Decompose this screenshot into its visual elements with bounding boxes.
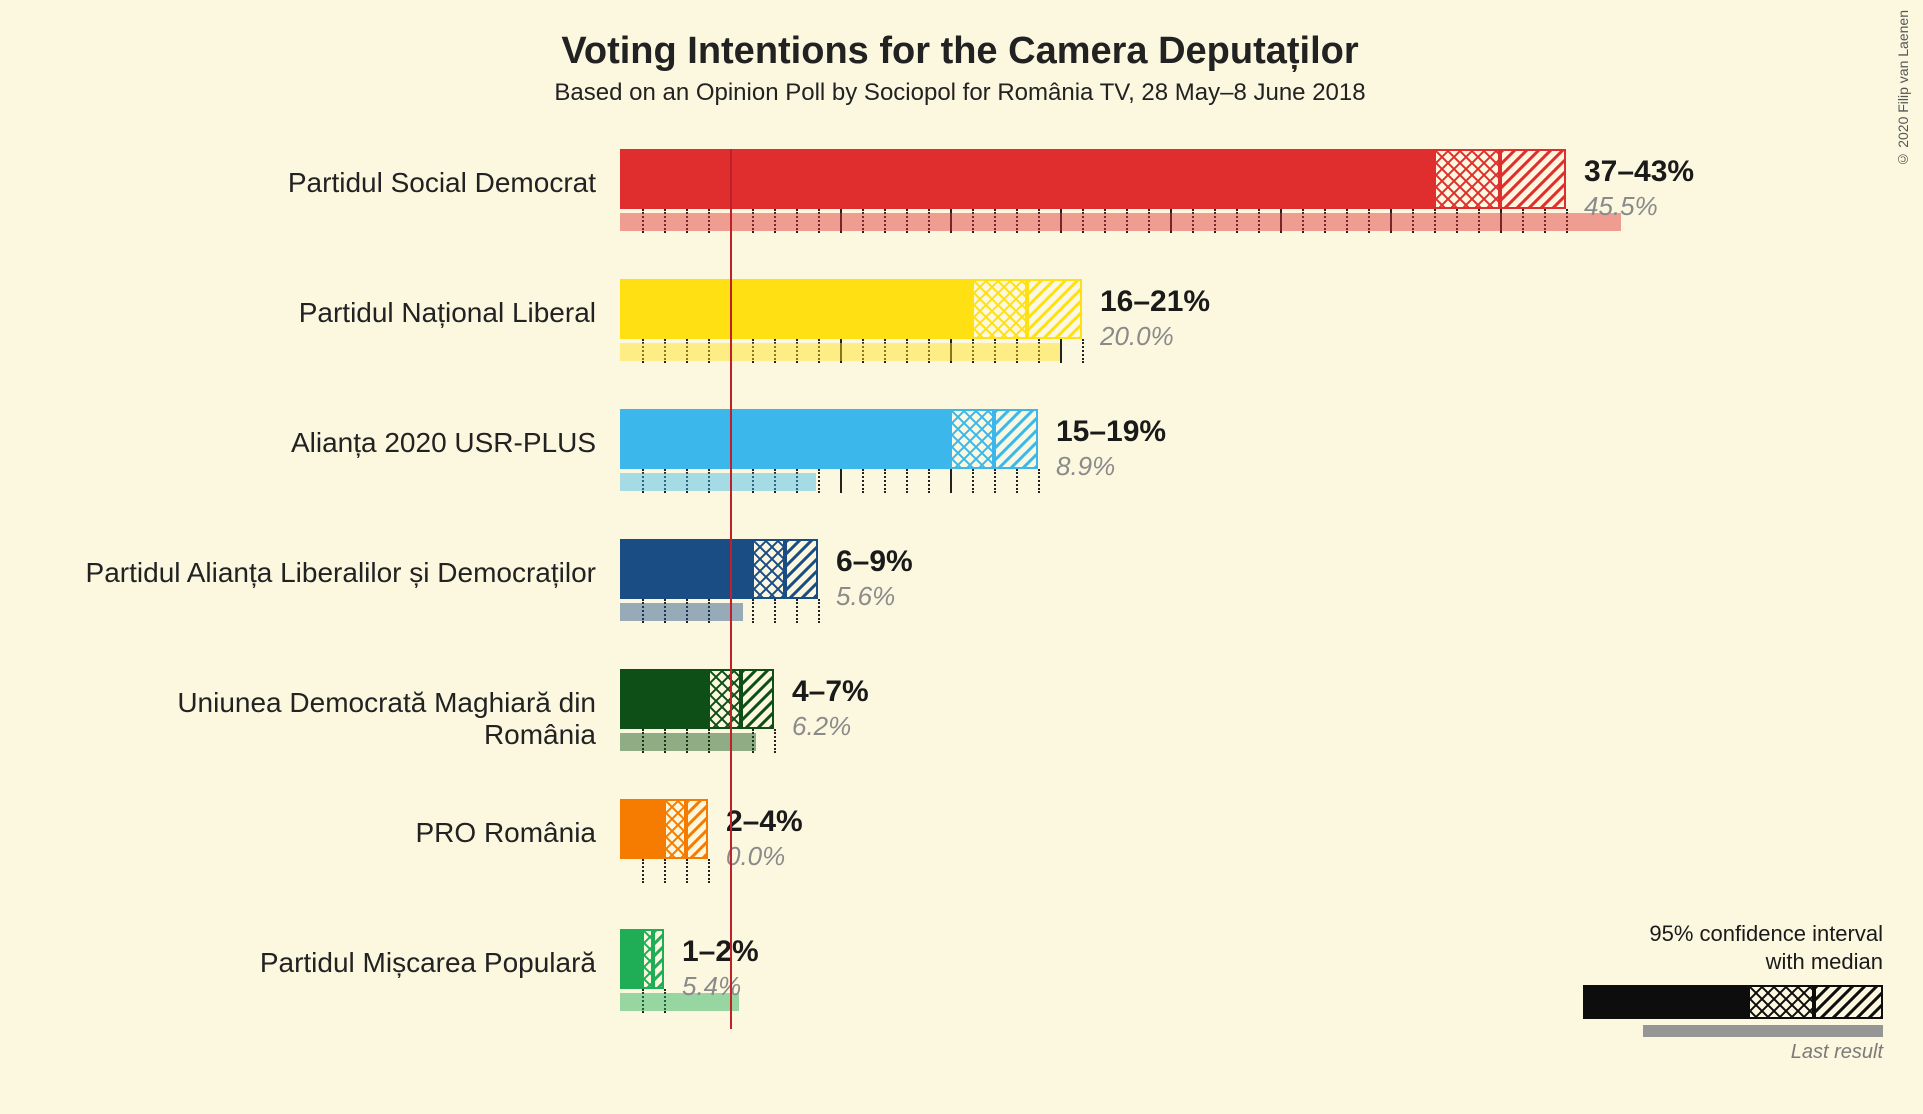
value-previous: 5.4% xyxy=(682,971,741,1002)
bar-solid xyxy=(620,539,752,599)
bar-crosshatch xyxy=(1434,149,1500,209)
bar-diagonal xyxy=(1027,279,1082,339)
bar-diagonal xyxy=(686,799,708,859)
bar-crosshatch xyxy=(708,669,741,729)
bar-solid xyxy=(620,929,642,989)
party-row: Partidul Național Liberal 16–21%20.0% xyxy=(60,267,1860,387)
party-label: Partidul Național Liberal xyxy=(60,297,610,329)
value-previous: 8.9% xyxy=(1056,451,1115,482)
party-label: Alianța 2020 USR-PLUS xyxy=(60,427,610,459)
legend-line1: 95% confidence interval xyxy=(1649,921,1883,946)
bar-crosshatch xyxy=(642,929,653,989)
last-result-bar xyxy=(620,213,1621,231)
party-row: Uniunea Democrată Maghiară din România 4–… xyxy=(60,657,1860,777)
bar-diagonal xyxy=(785,539,818,599)
bar-diagonal xyxy=(741,669,774,729)
bar-crosshatch xyxy=(664,799,686,859)
value-previous: 0.0% xyxy=(726,841,785,872)
party-label: Partidul Mișcarea Populară xyxy=(60,947,610,979)
value-range: 1–2% xyxy=(682,935,759,969)
party-label: Uniunea Democrată Maghiară din România xyxy=(60,687,610,751)
value-range: 2–4% xyxy=(726,805,803,839)
chart-subtitle: Based on an Opinion Poll by Sociopol for… xyxy=(60,79,1860,107)
value-range: 4–7% xyxy=(792,675,869,709)
value-range: 37–43% xyxy=(1584,155,1694,189)
legend-title: 95% confidence interval with median xyxy=(1543,920,1883,975)
value-previous: 20.0% xyxy=(1100,321,1174,352)
bar-solid xyxy=(620,799,664,859)
last-result-bar xyxy=(620,473,816,491)
threshold-line xyxy=(730,149,732,1029)
bar-solid xyxy=(620,149,1434,209)
last-result-bar xyxy=(620,603,743,621)
chart-title: Voting Intentions for the Camera Deputaț… xyxy=(60,30,1860,73)
copyright-text: © 2020 Filip van Laenen xyxy=(1895,10,1911,168)
value-previous: 6.2% xyxy=(792,711,851,742)
party-row: Partidul Alianța Liberalilor și Democraț… xyxy=(60,527,1860,647)
legend-line2: with median xyxy=(1766,949,1883,974)
party-row: Alianța 2020 USR-PLUS 15–19%8.9% xyxy=(60,397,1860,517)
party-row: Partidul Social Democrat 37–43%45.5% xyxy=(60,137,1860,257)
party-label: Partidul Alianța Liberalilor și Democraț… xyxy=(60,557,610,589)
value-previous: 45.5% xyxy=(1584,191,1658,222)
party-label: Partidul Social Democrat xyxy=(60,167,610,199)
party-label: PRO România xyxy=(60,817,610,849)
bar-solid xyxy=(620,409,950,469)
value-previous: 5.6% xyxy=(836,581,895,612)
value-range: 15–19% xyxy=(1056,415,1166,449)
party-row: PRO România 2–4%0.0% xyxy=(60,787,1860,907)
legend: 95% confidence interval with median Last… xyxy=(1543,920,1883,1064)
legend-last-label: Last result xyxy=(1543,1041,1883,1064)
legend-bar xyxy=(1543,985,1883,1019)
bar-crosshatch xyxy=(972,279,1027,339)
last-result-bar xyxy=(620,343,1060,361)
bar-solid xyxy=(620,279,972,339)
bar-crosshatch xyxy=(752,539,785,599)
bar-diagonal xyxy=(1500,149,1566,209)
value-range: 6–9% xyxy=(836,545,913,579)
value-range: 16–21% xyxy=(1100,285,1210,319)
bar-diagonal xyxy=(653,929,664,989)
bar-solid xyxy=(620,669,708,729)
bar-diagonal xyxy=(994,409,1038,469)
last-result-bar xyxy=(620,733,756,751)
bar-crosshatch xyxy=(950,409,994,469)
